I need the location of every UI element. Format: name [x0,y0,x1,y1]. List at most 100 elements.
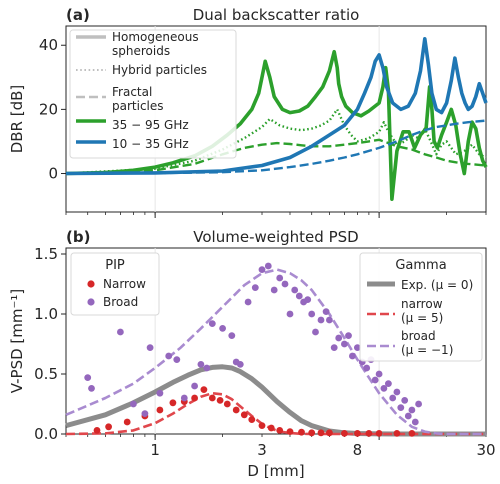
panel-a-series-4-line [65,119,487,175]
panel-a-axis-ticks: 0 20 40 [39,36,487,218]
panel-b-broad-point [295,292,303,300]
panel-b-broad-point [363,364,371,372]
panel-b-series-4-line [65,268,486,436]
panel-a-legend-label: spheroids [112,44,170,58]
panel-b-narrow-point [267,424,275,432]
panel-a-series-1-line [65,108,487,175]
panel-b-broad-point [375,370,383,378]
panel-b-broad-point [330,344,338,351]
panel-b-legend-pip-label: Broad [103,295,138,309]
panel-b-broad-point [308,310,316,318]
panel-b-broad-point [322,308,330,315]
panel-b-broad-point [276,274,284,282]
panel-b-narrow-point [298,428,305,436]
panel-b-broad-point [317,316,325,324]
panel-b-broad-point [341,340,348,348]
panel-b-broad-point [244,298,252,306]
panel-b-axis-ticks: 1 3 8 30 0.0 0.5 1.0 1.5 [34,245,495,459]
panel-b-x-tick-label: 30 [476,441,495,459]
panel-b-narrow-point [317,429,325,437]
panel-b-label: (b) [66,228,90,246]
panel-b-legend-pip-marker [87,298,95,306]
panel-b-broad-point [191,382,199,390]
panel-b-narrow-point [408,430,416,437]
panel-b-broad-point [389,394,397,402]
panel-b-broad-point [156,389,164,397]
panel-b-narrow-point [223,400,231,408]
panel-b-narrow-point [308,429,316,437]
panel-b-broad-point [173,356,181,363]
panel-b-broad-point [312,328,319,336]
panel-a-legend-label: Homogeneous [112,30,199,44]
panel-b-broad-point [349,352,356,360]
panel-b-broad-point [203,364,211,372]
panel-b-narrow-point [286,428,294,435]
panel-b-legend-gamma: Gamma Exp. (μ = 0) narrow(μ = 5) broad(μ = … [359,252,483,362]
panel-b-broad-point [335,334,343,342]
panel-a-legend-label: Fractal [112,85,152,99]
panel-b-broad-point [258,266,266,273]
panel-b-narrow-point [240,411,248,419]
panel-b-narrow-point [354,430,361,437]
panel-b-narrow-point [375,430,383,437]
panel-b-narrow-point [393,430,401,437]
panel-b-legend-gamma-label: broad [401,329,436,343]
panel-b-broad-point [264,262,272,270]
panel-a-y-tick-label: 20 [39,100,58,118]
panel-a-series-0-line [65,49,488,201]
panel-b-narrow-point [191,394,199,402]
panel-b-broad-point [408,406,416,414]
panel-b-broad-point [291,286,299,294]
panel-b-broad-point [393,388,401,396]
panel-b-y-tick-label: 1.5 [34,245,58,263]
panel-b-broad-point [411,418,419,426]
panel-b-legend-gamma-label: Exp. (μ = 0) [401,278,473,292]
panel-b-y-tick-label: 0.5 [34,365,58,383]
panel-b-broad-point [251,284,259,291]
panel-b-broad-point [84,374,92,381]
panel-b-x-tick-label: 8 [353,441,363,459]
panel-b-xlabel: D [mm] [247,462,304,480]
panel-b-broad-point [270,286,278,294]
panel-b-broad-point [385,380,392,387]
panel-b-legend-gamma-title: Gamma [395,258,446,273]
panel-b-broad-point [401,397,409,404]
panel-b-broad-point [371,376,379,384]
panel-b-broad-point [219,325,227,332]
panel-b-narrow-point [341,430,348,437]
panel-a-y-tick-label: 0 [48,165,58,183]
panel-a-series-3-line [65,37,488,176]
panel-a-series [65,37,488,201]
panel-b-narrow-point [365,430,373,437]
panel-b-broad-point [208,320,216,327]
panel-a-label: (a) [66,6,90,24]
panel-a-legend-label: 10 − 35 GHz [112,137,189,151]
panel-b-x-tick-label: 1 [150,441,160,459]
panel-b-narrow-point [326,429,333,437]
panel-b-broad-point [197,361,205,368]
panel-b-legend-gamma-label: (μ = −1) [401,343,453,357]
panel-b-broad-point [165,352,173,360]
panel-b-legend-gamma-box [359,252,483,362]
panel-b-series [65,262,486,437]
panel-b-narrow-point [123,418,131,426]
panel-a-y-tick-label: 40 [39,36,58,54]
panel-b-broad-point [236,361,244,368]
panel-b-narrow-point [93,427,101,434]
panel-a-legend-box [69,29,237,159]
panel-b-broad-point [397,404,405,411]
panel-b-broad-point [326,316,333,324]
panel-b-broad-point [286,310,294,318]
panel-b-broad-point [117,328,124,336]
panel-b: 1 3 8 30 0.0 0.5 1.0 1.5 (b) Volume-weighted PS… [8,228,496,480]
panel-b-broad-point [404,412,412,420]
panel-b-broad-point [180,394,188,402]
panel-b-narrow-point [276,427,284,434]
panel-b-legend-pip-title: PIP [105,258,125,273]
panel-b-legend-pip-marker [87,280,95,288]
panel-b-legend-gamma-label: narrow [401,297,443,311]
panel-b-narrow-point [169,399,177,407]
panel-a: 0 20 40 (a) Dual backscatter ratio DBR [dB… [8,6,488,218]
panel-b-broad-point [380,385,388,392]
